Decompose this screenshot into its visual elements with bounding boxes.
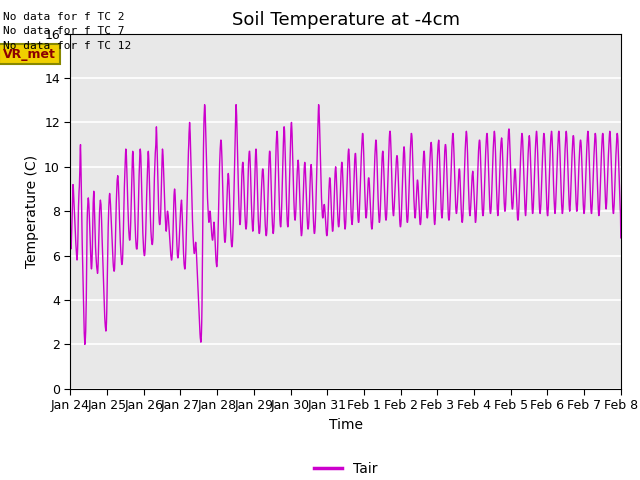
Text: No data for f TC 2: No data for f TC 2 bbox=[3, 12, 125, 22]
Title: Soil Temperature at -4cm: Soil Temperature at -4cm bbox=[232, 11, 460, 29]
Legend: Tair: Tair bbox=[308, 456, 383, 480]
Text: No data for f TC 7: No data for f TC 7 bbox=[3, 26, 125, 36]
Y-axis label: Temperature (C): Temperature (C) bbox=[24, 155, 38, 268]
Text: VR_met: VR_met bbox=[3, 48, 56, 60]
X-axis label: Time: Time bbox=[328, 418, 363, 432]
Text: No data for f TC 12: No data for f TC 12 bbox=[3, 41, 131, 51]
